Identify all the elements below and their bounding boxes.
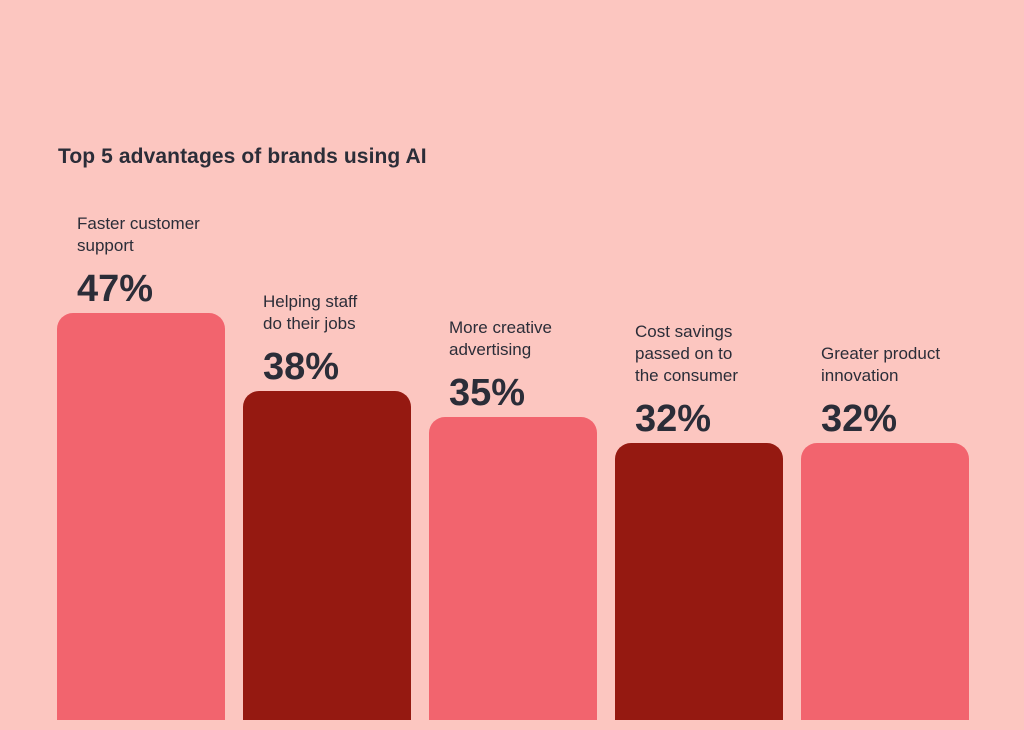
bar bbox=[615, 443, 783, 720]
chart-title: Top 5 advantages of brands using AI bbox=[58, 145, 427, 168]
bar-group: Helping staff do their jobs 38% bbox=[243, 0, 411, 720]
bar-group: Cost savings passed on to the consumer 32… bbox=[615, 0, 783, 720]
bar bbox=[57, 313, 225, 720]
bar bbox=[801, 443, 969, 720]
bar-group: More creative advertising 35% bbox=[429, 0, 597, 720]
bar-group: Faster customer support 47% bbox=[57, 0, 225, 720]
bar-category-label: Faster customer support bbox=[77, 214, 200, 256]
bar-category-label: Greater product innovation bbox=[821, 344, 941, 386]
bar-value-label: 35% bbox=[449, 372, 526, 415]
bar-category-label: Helping staff do their jobs bbox=[263, 292, 358, 334]
bar-value-label: 47% bbox=[77, 268, 154, 311]
bar-value-label: 38% bbox=[263, 346, 340, 389]
bar-value-label: 32% bbox=[635, 398, 712, 441]
bar bbox=[429, 417, 597, 720]
bar-group: Greater product innovation 32% bbox=[801, 0, 969, 720]
bar-category-label: Cost savings passed on to the consumer bbox=[635, 322, 738, 386]
bar-value-label: 32% bbox=[821, 398, 898, 441]
bar-category-label: More creative advertising bbox=[449, 318, 552, 360]
bar bbox=[243, 391, 411, 720]
